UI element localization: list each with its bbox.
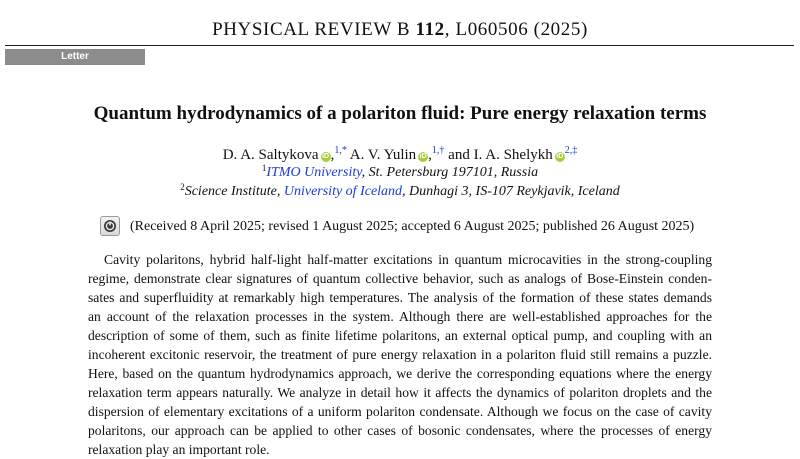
- affiliation-1: 1ITMO University, St. Petersburg 197101,…: [0, 164, 800, 182]
- article-number: , L060506 (2025): [444, 19, 588, 40]
- abstract-line: relaxation term appears naturally. We an…: [88, 385, 712, 400]
- abstract-line: Here, based on the quantum hydrodynamics…: [88, 366, 712, 381]
- abstract-line: regime, demonstrate clear signatures of …: [88, 271, 712, 286]
- affiliation-prefix: Science Institute,: [184, 184, 284, 199]
- affiliation-number: 2: [180, 182, 185, 192]
- publication-dates: (Received 8 April 2025; revised 1 August…: [100, 216, 740, 237]
- orcid-icon[interactable]: iD: [554, 152, 565, 162]
- journal-name: PHYSICAL REVIEW B: [212, 19, 411, 40]
- orcid-icon[interactable]: iD: [418, 152, 429, 162]
- abstract-line: relaxation play an important role.: [88, 442, 270, 457]
- author-separator: ,: [330, 147, 335, 163]
- abstract-line: sates and superfluidity at remarkably hi…: [88, 290, 712, 305]
- author-list: D. A. Saltykova iD ,1,* A. V. Yulin iD ,1,† …: [0, 145, 800, 165]
- abstract: Cavity polaritons, hybrid half-light hal…: [88, 250, 712, 459]
- abstract-line: dispersion of elementary excitations of …: [88, 404, 712, 419]
- affiliation-2: 2Science Institute, University of Icelan…: [0, 183, 800, 201]
- journal-volume: 112: [415, 19, 445, 40]
- abstract-line: description of some of them, such as fin…: [88, 328, 712, 343]
- author-name[interactable]: D. A. Saltykova: [222, 147, 319, 163]
- affiliation-address: , Dunhagi 3, IS-107 Reykjavik, Iceland: [402, 184, 620, 199]
- author-marks[interactable]: 1,*: [334, 145, 347, 156]
- author-name[interactable]: I. A. Shelykh: [473, 147, 553, 163]
- affiliation-org-link[interactable]: University of Iceland: [283, 184, 403, 199]
- affiliation-address: , St. Petersburg 197101, Russia: [361, 165, 539, 180]
- dates-text: (Received 8 April 2025; revised 1 August…: [130, 219, 695, 234]
- affiliation-org-link[interactable]: ITMO University: [266, 165, 362, 180]
- author-conjunction: and: [448, 147, 470, 163]
- author-separator: ,: [428, 147, 432, 163]
- author-marks[interactable]: 1,†: [431, 145, 445, 156]
- author-marks[interactable]: 2,‡: [564, 145, 578, 156]
- abstract-line: incoherent excitonic reservoir, the trea…: [88, 347, 712, 362]
- paper-title: Quantum hydrodynamics of a polariton flu…: [93, 103, 707, 124]
- affiliation-number: 1: [261, 163, 267, 173]
- abstract-line: Cavity polaritons, hybrid half-light hal…: [104, 252, 712, 267]
- header-rule: [5, 45, 794, 46]
- author-name[interactable]: A. V. Yulin: [349, 147, 417, 163]
- abstract-line: an account of the relaxation processes i…: [88, 309, 712, 324]
- orcid-icon[interactable]: iD: [320, 152, 331, 162]
- section-tab: Letter: [5, 49, 145, 65]
- abstract-line: polaritons, our approach can be applied …: [88, 423, 712, 438]
- journal-header: PHYSICAL REVIEW B 112, L060506 (2025): [0, 18, 800, 42]
- check-for-updates-icon[interactable]: [100, 216, 120, 236]
